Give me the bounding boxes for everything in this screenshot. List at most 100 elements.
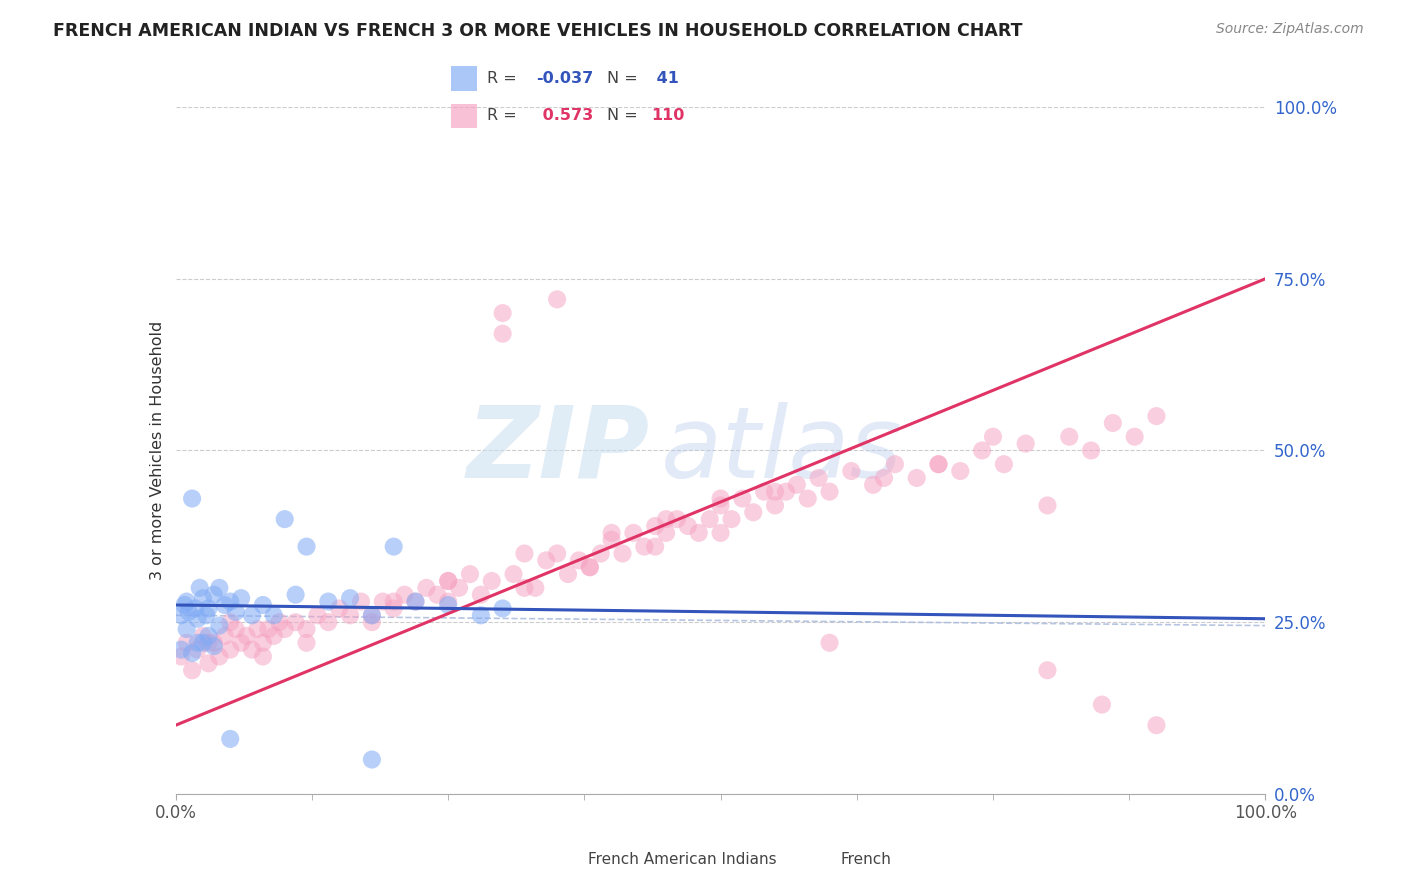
- Point: [731, 491, 754, 506]
- Point: [295, 636, 318, 650]
- Point: [235, 629, 257, 643]
- Point: [862, 478, 884, 492]
- Text: R =: R =: [486, 108, 517, 123]
- Point: [181, 491, 204, 506]
- Point: [197, 636, 219, 650]
- Text: 41: 41: [651, 71, 679, 87]
- Point: [437, 594, 460, 608]
- Point: [644, 540, 666, 554]
- Point: [208, 618, 231, 632]
- Point: [873, 471, 896, 485]
- Point: [470, 588, 492, 602]
- Point: [981, 430, 1004, 444]
- Point: [191, 629, 214, 643]
- Point: [1146, 409, 1168, 424]
- Text: N =: N =: [607, 108, 637, 123]
- Point: [492, 601, 515, 615]
- Point: [492, 326, 515, 341]
- Point: [437, 598, 460, 612]
- Point: [655, 525, 678, 540]
- Point: [170, 649, 193, 664]
- Point: [699, 512, 721, 526]
- Bar: [451, 103, 477, 128]
- Point: [688, 525, 710, 540]
- Point: [202, 639, 225, 653]
- Point: [1080, 443, 1102, 458]
- Text: FRENCH AMERICAN INDIAN VS FRENCH 3 OR MORE VEHICLES IN HOUSEHOLD CORRELATION CHA: FRENCH AMERICAN INDIAN VS FRENCH 3 OR MO…: [53, 22, 1024, 40]
- Point: [818, 636, 841, 650]
- Point: [274, 622, 297, 636]
- Point: [621, 525, 644, 540]
- Point: [263, 629, 285, 643]
- Bar: [451, 66, 477, 91]
- Point: [720, 512, 742, 526]
- Text: -0.037: -0.037: [537, 71, 593, 87]
- Point: [579, 560, 602, 574]
- Point: [437, 574, 460, 588]
- Point: [763, 499, 786, 513]
- Point: [818, 484, 841, 499]
- Point: [612, 546, 634, 561]
- Point: [263, 608, 285, 623]
- Point: [186, 636, 209, 650]
- Point: [513, 581, 536, 595]
- Point: [775, 484, 797, 499]
- Point: [633, 540, 655, 554]
- Text: French: French: [841, 853, 891, 867]
- Point: [481, 574, 503, 588]
- Point: [219, 642, 242, 657]
- Point: [339, 608, 361, 623]
- Point: [219, 594, 242, 608]
- Point: [240, 642, 263, 657]
- Point: [1036, 499, 1059, 513]
- Point: [181, 663, 204, 677]
- Point: [197, 629, 219, 643]
- Point: [405, 594, 427, 608]
- Point: [177, 605, 200, 619]
- Point: [170, 608, 193, 623]
- Point: [763, 484, 786, 499]
- Point: [405, 594, 427, 608]
- Text: R =: R =: [486, 71, 517, 87]
- Point: [225, 605, 247, 619]
- Point: [191, 636, 214, 650]
- Point: [546, 546, 568, 561]
- Point: [240, 608, 263, 623]
- Point: [534, 553, 557, 567]
- Point: [841, 464, 863, 478]
- Point: [295, 540, 318, 554]
- Text: N =: N =: [607, 71, 637, 87]
- Point: [307, 608, 329, 623]
- Point: [361, 615, 384, 630]
- Point: [600, 533, 623, 547]
- Point: [437, 574, 460, 588]
- Point: [371, 594, 394, 608]
- Point: [202, 636, 225, 650]
- Point: [382, 601, 405, 615]
- Point: [807, 471, 830, 485]
- Point: [458, 567, 481, 582]
- Point: [284, 588, 307, 602]
- Text: French American Indians: French American Indians: [588, 853, 776, 867]
- Point: [676, 519, 699, 533]
- Point: [1036, 663, 1059, 677]
- Point: [1146, 718, 1168, 732]
- Point: [710, 499, 733, 513]
- Point: [231, 636, 253, 650]
- Y-axis label: 3 or more Vehicles in Household: 3 or more Vehicles in Household: [149, 321, 165, 580]
- Point: [252, 636, 274, 650]
- Point: [176, 622, 198, 636]
- Point: [928, 457, 950, 471]
- Point: [219, 731, 242, 746]
- Point: [184, 601, 207, 615]
- Point: [361, 753, 384, 767]
- Point: [195, 608, 218, 623]
- Point: [231, 591, 253, 606]
- Point: [1059, 430, 1081, 444]
- Point: [328, 601, 350, 615]
- Point: [1091, 698, 1114, 712]
- Point: [173, 598, 195, 612]
- Point: [513, 546, 536, 561]
- Point: [546, 293, 568, 307]
- Text: atlas: atlas: [661, 402, 903, 499]
